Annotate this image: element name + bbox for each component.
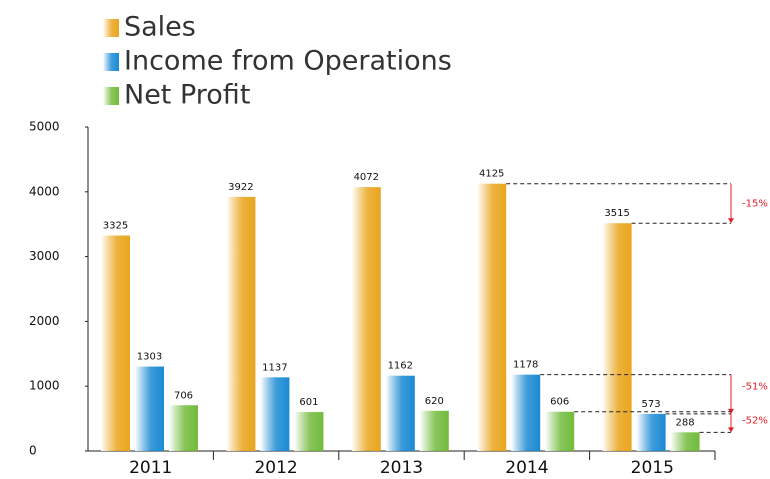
bar — [260, 377, 290, 451]
annotation-label: -15% — [742, 198, 768, 209]
value-label: 1162 — [388, 361, 413, 372]
value-label: 1303 — [137, 352, 162, 363]
annotation-arrowhead — [728, 427, 734, 433]
y-tick-label: 0 — [29, 444, 37, 458]
value-label: 1178 — [513, 360, 538, 371]
x-tick-label: 2014 — [505, 458, 548, 478]
legend-swatch — [103, 87, 119, 105]
bar — [477, 183, 507, 451]
bar — [511, 374, 541, 451]
bar — [670, 432, 700, 451]
legend-label: Sales — [124, 12, 196, 43]
value-label: 606 — [550, 397, 569, 408]
value-label: 620 — [425, 396, 444, 407]
annotation-label: -51% — [742, 382, 768, 393]
legend-swatch — [103, 19, 119, 37]
bar — [602, 223, 632, 451]
y-tick-label: 1000 — [29, 379, 60, 393]
legend-label: Net Profit — [124, 80, 250, 111]
value-label: 4125 — [479, 169, 504, 180]
legend-label: Income from Operations — [124, 46, 452, 77]
x-tick-label: 2015 — [631, 458, 674, 478]
bar — [294, 412, 324, 451]
value-label: 706 — [174, 390, 193, 401]
value-label: 3515 — [604, 208, 629, 219]
y-tick-label: 5000 — [29, 120, 60, 134]
y-tick-label: 4000 — [29, 184, 60, 198]
y-tick-label: 2000 — [29, 314, 60, 328]
y-tick-label: 3000 — [29, 249, 60, 263]
legend-swatch — [103, 53, 119, 71]
value-label: 3922 — [228, 182, 253, 193]
x-tick-label: 2013 — [380, 458, 423, 478]
value-label: 601 — [299, 397, 318, 408]
x-tick-label: 2011 — [129, 458, 172, 478]
value-label: 4072 — [354, 172, 379, 183]
bar — [226, 196, 256, 451]
annotation-arrowhead — [728, 218, 734, 224]
value-label: 288 — [676, 417, 695, 428]
bar — [169, 405, 198, 451]
value-label: 3325 — [103, 221, 128, 232]
annotation-label: -52% — [742, 415, 768, 426]
bar — [101, 235, 130, 451]
value-label: 1137 — [262, 362, 287, 373]
bar — [385, 375, 415, 451]
value-label: 573 — [642, 399, 661, 410]
bar — [545, 411, 575, 451]
bar — [135, 366, 164, 451]
bar — [419, 410, 449, 451]
bar — [636, 413, 666, 451]
bar — [351, 187, 381, 451]
x-tick-label: 2012 — [254, 458, 297, 478]
